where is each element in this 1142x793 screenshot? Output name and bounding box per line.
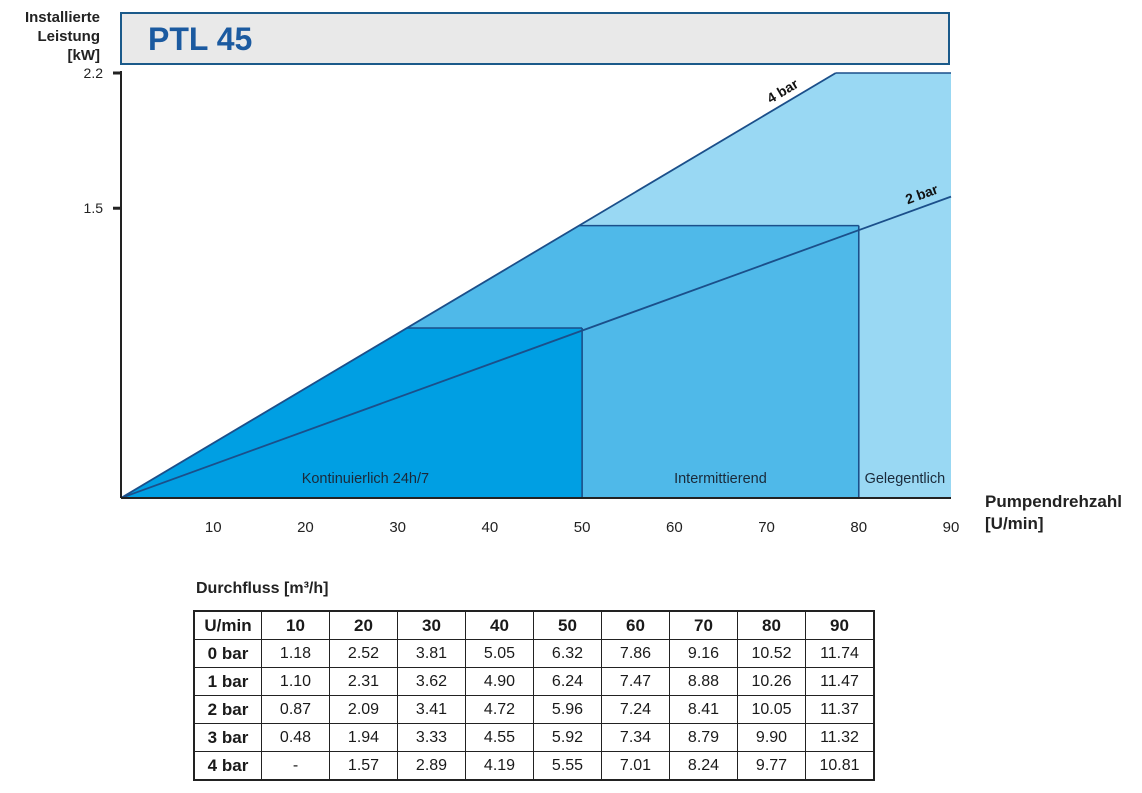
table-row: 4 bar -1.57 2.89 4.19 5.55 7.01 8.24 9.77 10.81 <box>193 751 875 781</box>
table-cell: 11.74 <box>805 639 875 668</box>
x-tick-label: 40 <box>482 519 499 536</box>
table-header-cell: 30 <box>397 610 466 640</box>
table-cell: 2.09 <box>329 695 398 724</box>
y-axis-label: Installierte Leistung [kW] <box>24 9 100 64</box>
table-cell: 10.81 <box>805 751 875 781</box>
table-cell: 11.37 <box>805 695 875 724</box>
table-cell: 8.41 <box>669 695 738 724</box>
flow-table-header-row: U/min 10 20 30 40 50 60 70 80 90 <box>193 610 875 640</box>
zone-label-intermittierend: Intermittierend <box>674 471 767 487</box>
table-cell: 2.31 <box>329 667 398 696</box>
series-lines-layer <box>120 72 952 499</box>
table-cell: 4.19 <box>465 751 534 781</box>
table-header-cell: 60 <box>601 610 670 640</box>
flow-table-title: Durchfluss [m³/h] <box>196 580 329 597</box>
table-header-cell: 10 <box>261 610 330 640</box>
table-cell: 1.18 <box>261 639 330 668</box>
x-tick-label: 50 <box>574 519 591 536</box>
table-cell: 7.34 <box>601 723 670 752</box>
table-cell: 6.24 <box>533 667 602 696</box>
table-cell: 4.90 <box>465 667 534 696</box>
table-cell: 6.32 <box>533 639 602 668</box>
x-tick-label: 70 <box>758 519 775 536</box>
table-cell: 7.01 <box>601 751 670 781</box>
table-cell: - <box>261 751 330 781</box>
table-cell: 4.55 <box>465 723 534 752</box>
table-cell: 10.05 <box>737 695 806 724</box>
table-cell: 1.57 <box>329 751 398 781</box>
chart-title-box: PTL 45 <box>120 12 950 65</box>
table-cell: 3.81 <box>397 639 466 668</box>
table-cell: 4.72 <box>465 695 534 724</box>
table-row-label: 1 bar <box>193 667 262 696</box>
table-cell: 5.55 <box>533 751 602 781</box>
table-cell: 2.89 <box>397 751 466 781</box>
table-header-cell: 80 <box>737 610 806 640</box>
table-header-rpm: U/min <box>193 610 262 640</box>
series-line-2-bar <box>120 195 952 499</box>
table-cell: 3.41 <box>397 695 466 724</box>
x-tick-label: 30 <box>389 519 406 536</box>
table-row-label: 3 bar <box>193 723 262 752</box>
table-header-cell: 20 <box>329 610 398 640</box>
table-row-label: 2 bar <box>193 695 262 724</box>
axes-layer: 1.5 2.2 10 20 30 40 50 60 70 80 90 <box>84 65 960 536</box>
table-cell: 7.86 <box>601 639 670 668</box>
y-tick-label: 2.2 <box>84 65 104 81</box>
table-cell: 11.47 <box>805 667 875 696</box>
table-cell: 5.05 <box>465 639 534 668</box>
table-row-label: 4 bar <box>193 751 262 781</box>
table-header-cell: 50 <box>533 610 602 640</box>
table-cell: 3.33 <box>397 723 466 752</box>
table-row: 0 bar 1.18 2.52 3.81 5.05 6.32 7.86 9.16 10.52 11… <box>193 639 875 668</box>
table-cell: 7.24 <box>601 695 670 724</box>
flow-table: U/min 10 20 30 40 50 60 70 80 90 0 bar 1.18 2.52 3.8… <box>193 610 875 781</box>
table-cell: 2.52 <box>329 639 398 668</box>
zones-layer <box>121 72 951 498</box>
table-cell: 1.10 <box>261 667 330 696</box>
zone-label-kontinuierlich-24h-7: Kontinuierlich 24h/7 <box>302 471 429 487</box>
table-cell: 8.79 <box>669 723 738 752</box>
table-cell: 0.87 <box>261 695 330 724</box>
table-cell: 10.52 <box>737 639 806 668</box>
table-cell: 9.77 <box>737 751 806 781</box>
table-cell: 5.92 <box>533 723 602 752</box>
table-header-cell: 70 <box>669 610 738 640</box>
x-tick-label: 60 <box>666 519 683 536</box>
table-cell: 9.90 <box>737 723 806 752</box>
x-axis-label: Pumpendrehzahl [U/min] <box>985 492 1122 533</box>
y-tick-label: 1.5 <box>84 200 104 216</box>
zone-label-gelegentlich: Gelegentlich <box>865 471 946 487</box>
table-cell: 7.47 <box>601 667 670 696</box>
table-cell: 11.32 <box>805 723 875 752</box>
table-cell: 0.48 <box>261 723 330 752</box>
chart-title: PTL 45 <box>148 21 253 57</box>
table-header-cell: 90 <box>805 610 875 640</box>
table-cell: 1.94 <box>329 723 398 752</box>
table-row-label: 0 bar <box>193 639 262 668</box>
x-tick-label: 10 <box>205 519 222 536</box>
series-line-4-bar <box>120 72 837 499</box>
table-row: 3 bar 0.48 1.94 3.33 4.55 5.92 7.34 8.79 9.90 11.… <box>193 723 875 752</box>
table-cell: 10.26 <box>737 667 806 696</box>
x-tick-label: 20 <box>297 519 314 536</box>
x-tick-label: 90 <box>943 519 960 536</box>
table-cell: 5.96 <box>533 695 602 724</box>
table-header-cell: 40 <box>465 610 534 640</box>
table-cell: 8.24 <box>669 751 738 781</box>
table-row: 2 bar 0.87 2.09 3.41 4.72 5.96 7.24 8.41 10.05 11… <box>193 695 875 724</box>
table-row: 1 bar 1.10 2.31 3.62 4.90 6.24 7.47 8.88 10.26 11… <box>193 667 875 696</box>
table-cell: 8.88 <box>669 667 738 696</box>
table-cell: 3.62 <box>397 667 466 696</box>
x-tick-label: 80 <box>850 519 867 536</box>
table-cell: 9.16 <box>669 639 738 668</box>
